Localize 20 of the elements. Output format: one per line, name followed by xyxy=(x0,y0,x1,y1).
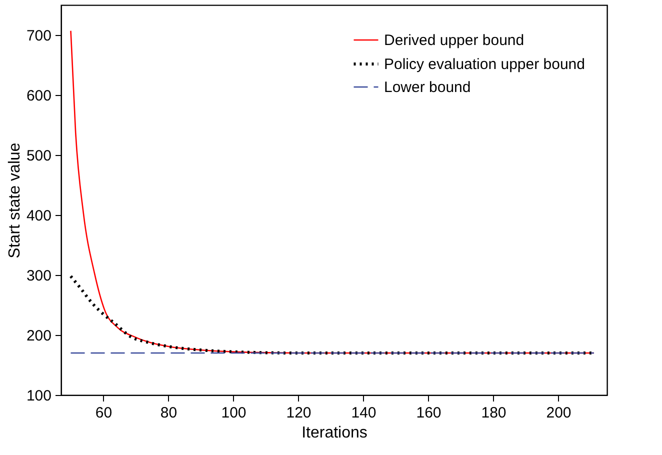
y-tick-label: 100 xyxy=(26,388,52,404)
y-tick-label: 300 xyxy=(26,268,52,284)
x-tick-label: 60 xyxy=(95,404,112,422)
x-tick-label: 140 xyxy=(351,404,376,422)
legend-label: Policy evaluation upper bound xyxy=(384,56,585,73)
legend-label: Derived upper bound xyxy=(384,32,524,49)
x-tick-label: 80 xyxy=(160,404,178,422)
x-tick-label: 180 xyxy=(481,404,506,422)
y-tick-label: 200 xyxy=(26,328,52,344)
y-tick-label: 400 xyxy=(26,208,52,224)
y-axis-title: Start state value xyxy=(6,142,24,258)
x-tick-label: 160 xyxy=(416,404,442,422)
legend-label: Lower bound xyxy=(384,79,471,96)
y-tick-label: 500 xyxy=(26,148,52,164)
y-tick-label: 700 xyxy=(26,28,52,44)
x-tick-label: 100 xyxy=(221,404,246,422)
x-tick-label: 200 xyxy=(546,404,572,422)
x-axis-title: Iterations xyxy=(302,424,368,442)
y-tick-label: 600 xyxy=(26,88,52,104)
x-tick-label: 120 xyxy=(286,404,312,422)
